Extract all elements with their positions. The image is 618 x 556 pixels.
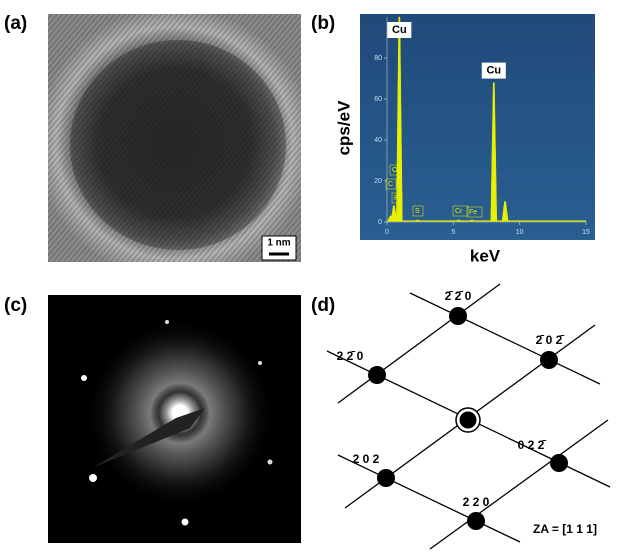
x-axis-label: keV (470, 246, 501, 265)
spectrum-peak (414, 219, 421, 222)
node-label: 2 2 0 (463, 495, 490, 509)
peak-label: Cr (455, 208, 463, 215)
peak-label: Cu (486, 65, 501, 77)
panel-label: (d) (311, 295, 335, 316)
node-label: 2̄ 0 2̄ (536, 333, 565, 347)
peak-label-box (466, 206, 483, 218)
spectrum-peak (396, 16, 403, 222)
scale-bar-box (261, 235, 297, 261)
node-label: 2 0 2 (353, 452, 380, 466)
x-tick-label: 15 (582, 229, 590, 236)
y-tick-label: 60 (374, 96, 382, 103)
y-tick-label: 40 (374, 137, 382, 144)
peak-label: Cu (392, 24, 407, 36)
peak-label-box (387, 22, 412, 38)
peak-label: O (392, 167, 398, 174)
plot-area (360, 14, 595, 240)
x-tick-label: 10 (516, 229, 524, 236)
y-tick-label: 80 (374, 55, 382, 62)
peak-label-box (385, 178, 397, 190)
y-tick-label: 20 (374, 178, 382, 185)
y-tick-label: 0 (378, 219, 382, 226)
peak-label-box (452, 205, 469, 217)
peak-label: F (394, 195, 398, 202)
zone-axis: ZA = [1 1 1] (533, 522, 597, 536)
peak-label: S (415, 208, 420, 215)
spectrum-peak (455, 219, 462, 222)
peak-label-box (412, 205, 424, 217)
spectrum-peak (501, 201, 509, 222)
panel-label: (b) (311, 13, 335, 34)
x-tick-label: 0 (385, 229, 389, 236)
peak-label: Fe (469, 209, 477, 216)
peak-label: C (388, 181, 393, 188)
tem-image (48, 14, 301, 262)
scale-bar-label: 1 nm (267, 238, 290, 249)
panel-label: (a) (4, 13, 27, 34)
panel-label: (c) (4, 295, 27, 316)
spectrum-peak (490, 82, 498, 222)
x-tick-label: 5 (451, 229, 455, 236)
spectrum-peak (468, 219, 476, 222)
node-label: 2̄ 2̄ 0 (445, 289, 472, 303)
lattice-nodes (368, 307, 568, 530)
diffraction-pattern (48, 295, 301, 543)
node-label: 0 2 2̄ (518, 438, 547, 452)
peak-label-box (481, 62, 506, 79)
y-axis-label: cps/eV (334, 100, 353, 155)
node-label: 2 2̄ 0 (337, 349, 364, 363)
